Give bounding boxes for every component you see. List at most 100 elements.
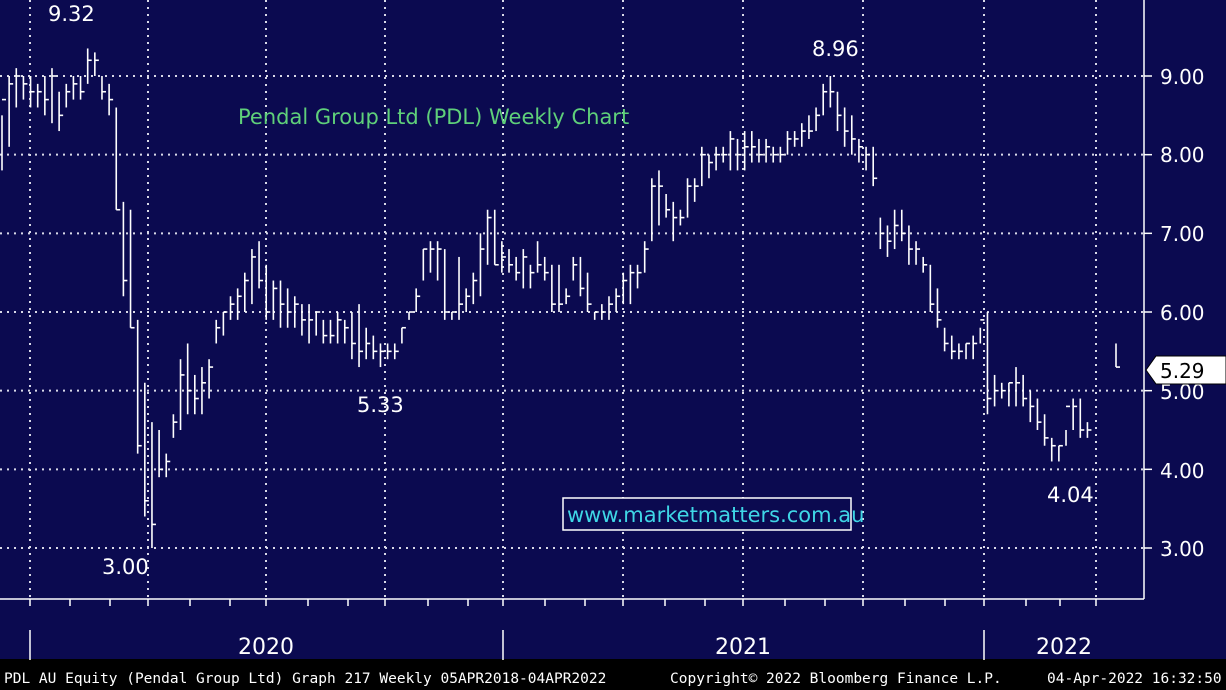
ohlc-bar xyxy=(365,327,371,360)
y-tick-label: 3.00 xyxy=(1160,537,1205,561)
y-tick-label: 6.00 xyxy=(1160,301,1205,325)
x-axis-ticks xyxy=(29,599,1097,660)
ohlc-bar xyxy=(386,343,392,360)
ohlc-bar xyxy=(1058,444,1063,462)
ohlc-bar xyxy=(629,264,635,305)
ohlc-bar xyxy=(379,343,385,368)
annotation-low-2020b: 5.33 xyxy=(357,393,404,417)
ohlc-bar xyxy=(722,146,728,163)
ohlc-bar xyxy=(643,241,649,273)
ohlc-bar xyxy=(58,91,64,132)
ohlc-bar xyxy=(850,115,856,155)
footer-timestamp: 04-Apr-2022 16:32:50 xyxy=(1047,671,1222,687)
ohlc-bar xyxy=(679,209,685,226)
ohlc-bar xyxy=(651,178,656,242)
ohlc-bar xyxy=(1022,374,1028,407)
ohlc-bar xyxy=(729,131,735,171)
ohlc-bar xyxy=(443,249,449,320)
ohlc-bar xyxy=(586,272,592,312)
x-year-label: 2020 xyxy=(238,635,294,660)
ohlc-bar xyxy=(529,264,535,289)
ohlc-bar xyxy=(272,280,278,320)
ohlc-bar xyxy=(401,326,406,344)
ohlc-bar xyxy=(993,374,999,407)
ohlc-bar xyxy=(36,83,42,108)
ohlc-bar xyxy=(186,343,192,415)
ohlc-bar xyxy=(472,272,478,305)
ohlc-bar xyxy=(44,76,49,116)
footer-security-info: PDL AU Equity (Pendal Group Ltd) Graph 2… xyxy=(4,671,606,687)
ohlc-bar xyxy=(758,138,763,163)
ohlc-bar xyxy=(322,319,328,344)
ohlc-bar xyxy=(772,146,778,163)
ohlc-bar xyxy=(593,311,599,320)
ohlc-bar xyxy=(451,311,456,320)
ohlc-bar xyxy=(572,256,578,281)
ohlc-bar xyxy=(179,359,185,430)
ohlc-bar xyxy=(215,319,221,344)
ohlc-bar xyxy=(408,311,414,320)
ohlc-bar xyxy=(165,453,171,478)
ohlc-bar xyxy=(236,288,242,320)
ohlc-bar xyxy=(843,107,849,147)
ohlc-bar xyxy=(622,272,628,305)
chart-title: Pendal Group Ltd (PDL) Weekly Chart xyxy=(238,105,629,129)
ohlc-bar xyxy=(858,138,863,163)
ohlc-bar xyxy=(808,115,813,139)
watermark-box xyxy=(562,497,852,531)
ohlc-bar xyxy=(15,68,21,108)
last-price-tag: 5.29 xyxy=(1145,355,1226,385)
ohlc-bar xyxy=(579,256,585,297)
ohlc-bar xyxy=(893,209,899,250)
ohlc-bar xyxy=(836,91,842,132)
ohlc-bar xyxy=(29,76,35,108)
ohlc-bar xyxy=(1072,398,1078,430)
ohlc-bar xyxy=(865,146,871,171)
ohlc-bar xyxy=(151,422,156,548)
ohlc-bar xyxy=(551,264,556,312)
ohlc-bar xyxy=(601,304,606,320)
ohlc-bar xyxy=(965,342,971,360)
y-tick-label: 7.00 xyxy=(1160,222,1205,246)
ohlc-bar xyxy=(79,76,85,100)
ohlc-bar xyxy=(501,241,506,273)
ohlc-bar xyxy=(1050,437,1056,462)
ohlc-bar xyxy=(243,272,249,312)
ohlc-bar xyxy=(493,209,499,266)
ohlc-bar xyxy=(658,170,663,226)
ohlc-bar xyxy=(351,312,356,360)
annotation-low-2022: 4.04 xyxy=(1047,483,1094,507)
ohlc-bar xyxy=(786,131,792,155)
ohlc-bar xyxy=(101,76,106,100)
ohlc-bar xyxy=(201,367,206,415)
ohlc-bar xyxy=(286,288,292,328)
ohlc-bar xyxy=(751,131,756,163)
ohlc-bar xyxy=(715,146,721,171)
ohlc-bar xyxy=(329,319,335,344)
ohlc-bar xyxy=(8,76,14,147)
ohlc-bar xyxy=(508,249,514,273)
ohlc-bar xyxy=(879,217,885,250)
ohlc-bar xyxy=(51,68,56,124)
ohlc-bar xyxy=(686,178,692,218)
ohlc-bar xyxy=(1008,381,1013,407)
ohlc-bar xyxy=(258,241,264,289)
ohlc-bar xyxy=(936,288,942,328)
ohlc-bar xyxy=(608,296,613,320)
footer-copyright: Copyright© 2022 Bloomberg Finance L.P. xyxy=(670,671,1002,687)
ohlc-bar xyxy=(415,288,421,312)
ohlc-bar xyxy=(308,304,314,344)
ohlc-bar xyxy=(1115,343,1120,368)
ohlc-bar xyxy=(558,264,563,312)
ohlc-bar xyxy=(279,280,285,328)
ohlc-bar xyxy=(972,335,978,360)
ohlc-bar xyxy=(672,201,678,242)
ohlc-bar xyxy=(1,98,6,171)
ohlc-bar xyxy=(301,304,306,336)
x-year-label: 2021 xyxy=(715,635,771,660)
ohlc-bar xyxy=(1086,422,1092,438)
ohlc-bar xyxy=(701,146,706,187)
ohlc-bar xyxy=(943,327,949,352)
ohlc-bar xyxy=(136,319,142,454)
